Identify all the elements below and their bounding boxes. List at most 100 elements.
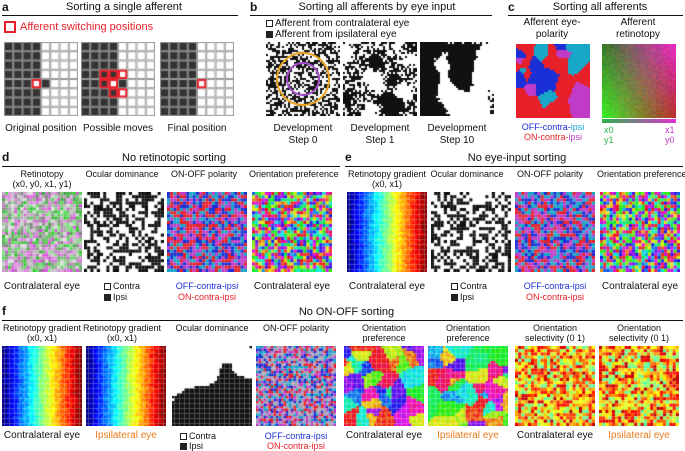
f-map-orient-contra	[344, 346, 424, 426]
contra-square-icon	[180, 433, 187, 440]
e-orientation-title: Orientation preference	[597, 169, 685, 179]
e-retinotopy-caption: Contralateral eye	[348, 281, 426, 292]
switch-legend-icon	[4, 21, 16, 33]
map-retinotopy-2d	[602, 44, 676, 118]
panel-d-label: d	[2, 150, 10, 164]
f-ipsi-caption: Ipsi	[180, 441, 203, 451]
caption-original-position: Original position	[5, 123, 77, 134]
f-select-ipsi-title: Orientation selectivity (0 1)	[608, 323, 670, 343]
d-onoff-title: ON-OFF polarity	[170, 169, 237, 179]
caption-possible-moves: Possible moves	[82, 123, 154, 134]
f-select-contra-caption: Contralateral eye	[516, 430, 594, 441]
f-map-retino-contra	[2, 346, 82, 426]
f-map-select-contra	[515, 346, 595, 426]
d-ipsi-caption: Ipsi	[104, 292, 127, 302]
f-onoff-title: ON-OFF polarity	[262, 323, 329, 333]
e-on-caption: ON-contra-ipsi	[525, 292, 584, 302]
f-select-ipsi-caption: Ipsilateral eye	[608, 430, 670, 441]
panel-c-rule	[508, 15, 683, 16]
d-ocular-title: Ocular dominance	[85, 169, 159, 179]
panel-a-title: Sorting a single afferent	[66, 1, 182, 13]
panel-a-label: a	[2, 0, 9, 14]
contra-square-icon	[266, 20, 273, 27]
e-map-orientation	[600, 192, 680, 272]
panel-a-rule	[2, 15, 238, 16]
caption-final-position: Final position	[167, 123, 227, 134]
e-onoff-title: ON-OFF polarity	[516, 169, 583, 179]
col-retinotopy-title: Afferent retinotopy	[616, 17, 660, 40]
d-map-retinotopy	[2, 192, 82, 272]
legend-contra: Afferent from contralateral eye	[266, 18, 409, 29]
f-orient-ipsi-caption: Ipsilateral eye	[437, 430, 499, 441]
d-contra-caption: Contra	[104, 281, 140, 291]
e-map-onoff-polarity	[515, 192, 595, 272]
f-map-orient-ipsi	[428, 346, 508, 426]
retinotopy-x-axis-bar	[602, 119, 676, 123]
map-development-step-1	[343, 42, 417, 116]
ipsi-square-icon	[451, 294, 458, 301]
caption-step-1: Development Step 1	[350, 123, 410, 146]
e-map-retinotopy-gradient	[347, 192, 427, 272]
f-retino-contra-caption: Contralateral eye	[3, 430, 81, 441]
caption-step-0: Development Step 0	[273, 123, 333, 146]
f-ocular-title: Ocular dominance	[175, 323, 249, 333]
panel-e-title: No eye-input sorting	[467, 152, 567, 164]
f-select-contra-title: Orientation selectivity (0 1)	[524, 323, 586, 343]
panel-b-rule	[250, 15, 492, 16]
axis-x1-label: x1	[665, 125, 675, 135]
axis-y0-label: y0	[665, 135, 675, 145]
d-orientation-caption: Contralateral eye	[253, 281, 331, 292]
d-retinotopy-subtitle: (x0, y0, x1, y1)	[12, 179, 72, 189]
f-orient-contra-caption: Contralateral eye	[345, 430, 423, 441]
grid-possible-moves	[81, 42, 155, 116]
d-orientation-title: Orientation preference	[249, 169, 339, 179]
d-off-caption: OFF-contra-ipsi	[175, 281, 239, 291]
e-ocular-title: Ocular dominance	[430, 169, 504, 179]
d-map-onoff-polarity	[167, 192, 247, 272]
f-contra-caption: Contra	[180, 431, 216, 441]
f-map-retino-ipsi	[86, 346, 166, 426]
contra-square-icon	[104, 283, 111, 290]
f-map-onoff-polarity	[256, 346, 336, 426]
e-ipsi-caption: Ipsi	[451, 292, 474, 302]
polarity-on-caption: ON-contra-ipsi	[523, 132, 583, 142]
panel-f-label: f	[2, 304, 6, 318]
panel-f-title: No ON-OFF sorting	[298, 306, 395, 318]
f-map-select-ipsi	[599, 346, 679, 426]
e-contra-caption: Contra	[451, 281, 487, 291]
legend-ipsi-label: Afferent from ipsilateral eye	[275, 29, 397, 40]
panel-e-label: e	[345, 150, 352, 164]
panel-d-title: No retinotopic sorting	[122, 152, 226, 164]
panel-d-rule	[2, 166, 340, 167]
f-off-caption: OFF-contra-ipsi	[264, 431, 328, 441]
col-eye-polarity-title: Afferent eye-polarity	[523, 17, 581, 40]
e-orientation-caption: Contralateral eye	[601, 281, 679, 292]
d-retinotopy-caption: Contralateral eye	[3, 281, 81, 292]
panel-b-label: b	[250, 0, 258, 14]
panel-f-rule	[2, 320, 683, 321]
d-map-orientation	[252, 192, 332, 272]
step-0-circles	[276, 52, 330, 106]
f-orient-ipsi-title: Orientation preference	[445, 323, 491, 343]
contra-square-icon	[451, 283, 458, 290]
d-map-ocular-dominance	[84, 192, 164, 272]
caption-step-10: Development Step 10	[427, 123, 487, 146]
ipsi-square-icon	[180, 443, 187, 450]
polarity-off-caption: OFF-contra-ipsi	[521, 122, 585, 132]
legend-ipsi: Afferent from ipsilateral eye	[266, 29, 397, 40]
e-map-ocular-dominance	[431, 192, 511, 272]
f-retino-ipsi-caption: Ipsilateral eye	[95, 430, 157, 441]
map-development-step-0	[266, 42, 340, 116]
e-retinotopy-subtitle: (x0, x1)	[371, 179, 402, 189]
legend-contra-label: Afferent from contralateral eye	[275, 18, 410, 29]
panel-c-label: c	[508, 0, 515, 14]
axis-y1-label: y1	[604, 135, 614, 145]
panel-c-title: Sorting all afferents	[552, 1, 648, 13]
f-on-caption: ON-contra-ipsi	[266, 441, 325, 451]
ipsi-square-icon	[266, 31, 273, 38]
panel-b-title: Sorting all afferents by eye input	[298, 1, 456, 13]
panel-e-rule	[345, 166, 683, 167]
f-retino-ipsi-title: Retinotopy gradient (x0, x1)	[82, 323, 162, 343]
map-development-step-10	[420, 42, 494, 116]
e-off-caption: OFF-contra-ipsi	[523, 281, 587, 291]
